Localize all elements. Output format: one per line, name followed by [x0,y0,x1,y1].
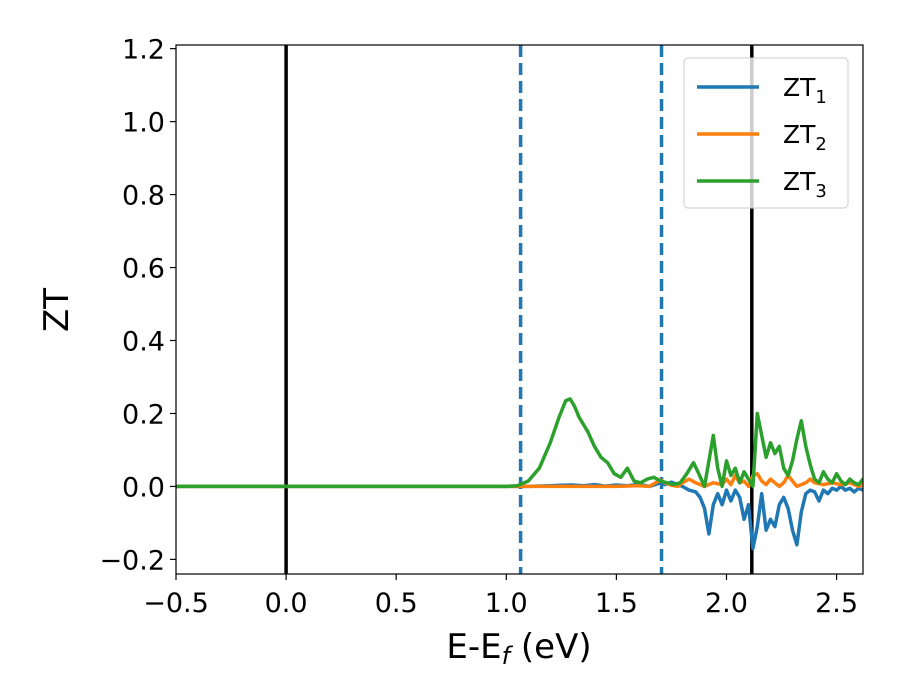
y-tick-label: 1.2 [122,35,165,66]
x-tick-label: 0.0 [265,588,308,619]
y-tick-label: 0.6 [122,254,165,285]
series-line-zt3 [176,397,863,489]
series-lines [176,397,863,551]
x-tick-label: 2.0 [705,588,748,619]
x-tick-label: 1.5 [595,588,638,619]
legend-box [683,57,849,209]
reference-lines [284,45,754,574]
x-tick-label: −0.5 [143,588,209,619]
series-line-zt1 [176,480,863,551]
y-tick-label: 0.2 [122,399,165,430]
x-tick-label: 2.5 [815,588,858,619]
y-tick-label: 0.0 [122,472,165,503]
x-axis-ticks: −0.5 0.0 0.5 1.0 1.5 2.0 2.5 [143,574,858,619]
x-tick-label: 1.0 [485,588,528,619]
x-tick-label: 0.5 [375,588,418,619]
y-tick-label: 1.0 [122,108,165,139]
legend-label-zt3: ZT3 [783,167,827,202]
y-tick-label: −0.2 [99,545,165,576]
legend-label-zt1: ZT1 [783,73,827,108]
y-axis-label: ZT [37,288,77,332]
x-axis-label: E-Ef (eV) [446,627,591,670]
y-tick-label: 0.8 [122,181,165,212]
plot-frame [175,44,864,575]
y-axis-ticks: −0.2 0.0 0.2 0.4 0.6 0.8 1.0 1.2 [99,35,176,576]
legend-label-zt2: ZT2 [783,120,827,155]
y-tick-label: 0.4 [122,327,165,358]
legend: ZT1 ZT2 ZT3 [683,57,849,209]
